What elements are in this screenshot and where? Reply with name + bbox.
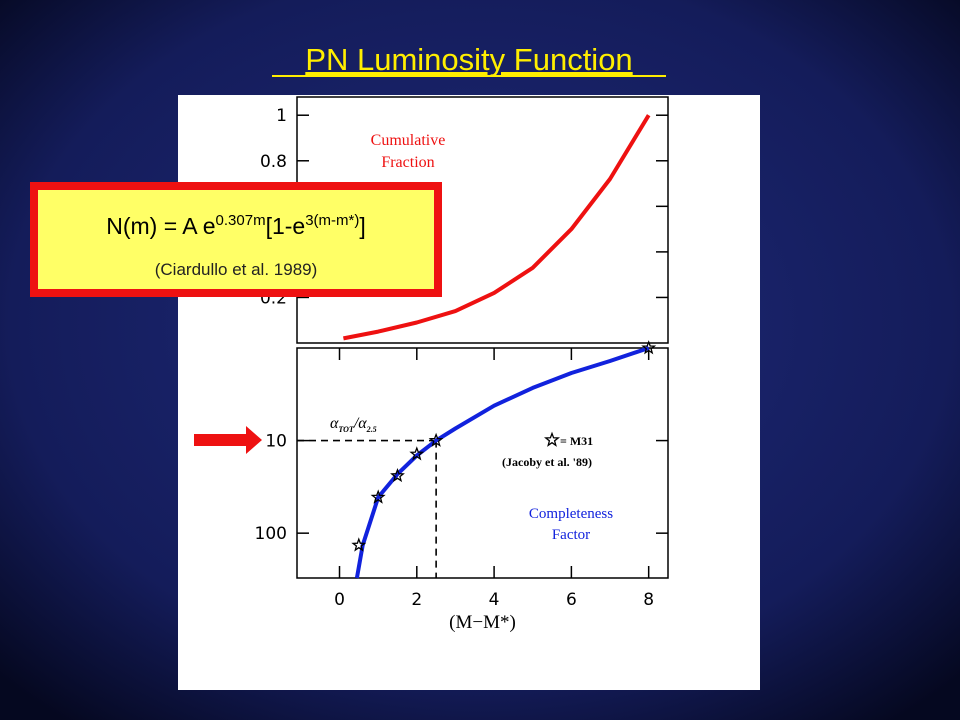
formula: N(m) = A e0.307m[1-e3(m-m*)] — [106, 212, 366, 239]
formula-frame — [30, 182, 442, 297]
x-tick-label: 6 — [566, 590, 577, 610]
y-tick-label: 10 — [265, 432, 287, 452]
y-tick-label: 0.8 — [260, 152, 287, 172]
star-point — [351, 537, 367, 552]
x-tick-label: 4 — [489, 590, 500, 610]
annotation: Cumulative — [371, 132, 446, 149]
legend-note: (Jacoby et al. '89) — [502, 455, 592, 469]
formula-text: ] — [359, 213, 365, 239]
legend-label: = M31 — [560, 434, 593, 448]
formula-exponent: 3(m-m*) — [305, 212, 359, 229]
slide-title: PN Luminosity Function — [305, 42, 632, 77]
star-point — [390, 467, 405, 483]
x-tick-label: 8 — [643, 590, 654, 610]
citation: (Ciardullo et al. 1989) — [155, 260, 318, 279]
ratio-label: αTOT/α2.5 — [330, 415, 377, 434]
curve-label: Factor — [552, 527, 590, 543]
x-tick-label: 2 — [411, 590, 422, 610]
y-tick-label: 1 — [276, 106, 287, 126]
ratio-text: α — [330, 415, 339, 432]
star-point — [409, 446, 425, 461]
formula-text: N(m) = A e — [106, 213, 215, 239]
formula-text: [1-e — [266, 213, 306, 239]
star-point — [370, 489, 386, 504]
ratio-subscript: 2.5 — [366, 425, 377, 434]
arrow — [194, 426, 262, 454]
star-point — [641, 340, 657, 355]
legend-marker — [544, 431, 560, 447]
line-series — [343, 114, 651, 341]
annotation: Fraction — [381, 154, 434, 171]
ratio-subscript: TOT — [338, 425, 355, 434]
formula-exponent: 0.307m — [216, 212, 266, 229]
y-tick-label: 100 — [255, 524, 287, 544]
star-point — [428, 432, 444, 447]
x-axis-label: (M−M*) — [449, 612, 516, 633]
curve-label: Completeness — [529, 506, 613, 522]
ratio-text: /α — [353, 415, 367, 432]
line-series — [354, 346, 650, 579]
x-tick-label: 0 — [334, 590, 345, 610]
formula-box: N(m) = A e0.307m[1-e3(m-m*)] (Ciardullo e… — [30, 182, 442, 297]
panel-frame — [296, 347, 669, 579]
